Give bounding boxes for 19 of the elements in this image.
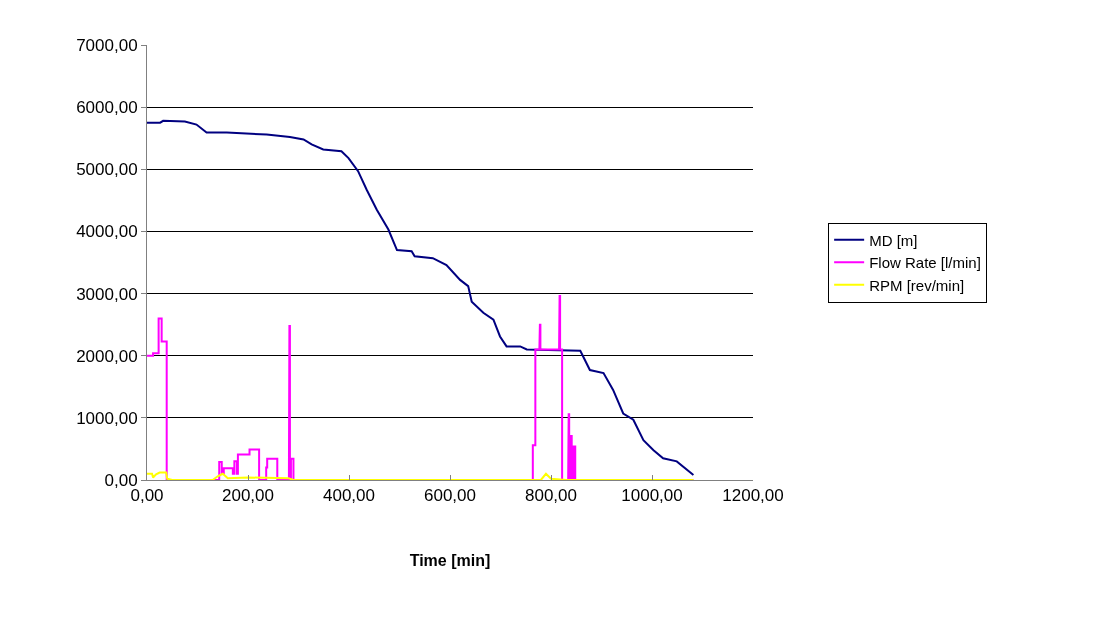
- x-tick-label: 600,00: [424, 486, 476, 506]
- y-tick-label: 4000,00: [76, 222, 138, 242]
- x-tick-label: 400,00: [323, 486, 375, 506]
- x-tick-label: 1000,00: [621, 486, 683, 506]
- legend-label: MD [m]: [869, 231, 918, 249]
- y-tick-label: 5000,00: [76, 160, 138, 180]
- line-series: [147, 471, 695, 480]
- legend-label: RPM [rev/min]: [869, 276, 965, 294]
- line-series: [147, 119, 695, 477]
- y-tick-label: 2000,00: [76, 346, 138, 366]
- y-tick-label: 6000,00: [76, 98, 138, 118]
- y-tick-label: 7000,00: [76, 35, 138, 55]
- legend-label: Flow Rate [l/min]: [869, 254, 981, 272]
- y-tick-label: 3000,00: [76, 284, 138, 304]
- x-axis-title: Time [min]: [409, 552, 491, 570]
- y-tick-label: 1000,00: [76, 408, 138, 428]
- x-tick-label: 200,00: [222, 486, 274, 506]
- x-tick-label: 1200,00: [722, 486, 784, 506]
- x-tick-label: 800,00: [525, 486, 577, 506]
